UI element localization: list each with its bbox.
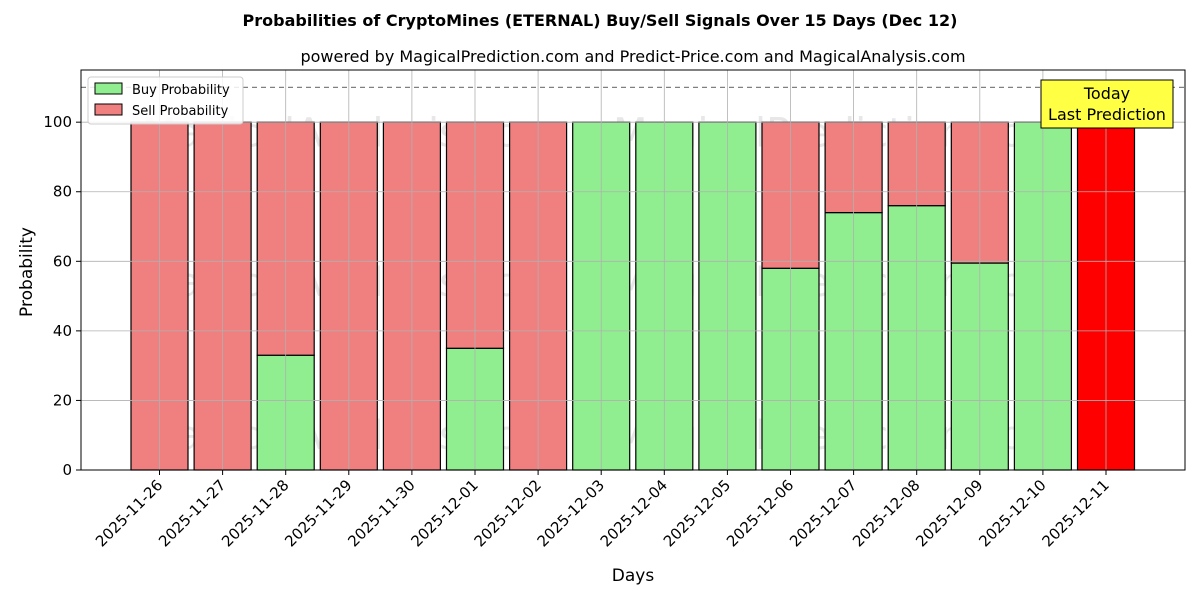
legend-label-sell: Sell Probability <box>132 104 229 119</box>
chart-subtitle: powered by MagicalPrediction.com and Pre… <box>300 47 965 66</box>
legend-label-buy: Buy Probability <box>132 83 230 98</box>
chart-title: Probabilities of CryptoMines (ETERNAL) B… <box>243 11 958 30</box>
y-axis-label: Probability <box>17 227 37 317</box>
y-tick-label-20: 20 <box>53 391 72 409</box>
x-axis-label: Days <box>612 566 655 586</box>
y-tick-label-80: 80 <box>53 183 72 201</box>
y-tick-label-40: 40 <box>53 322 72 340</box>
x-tick-label-2025-11-30: 2025-11-30 <box>344 476 418 550</box>
x-tick-label-2025-12-11: 2025-12-11 <box>1038 476 1112 550</box>
x-tick-label-2025-12-05: 2025-12-05 <box>660 476 734 550</box>
x-tick-label-2025-12-03: 2025-12-03 <box>534 476 608 550</box>
x-tick-label-2025-12-02: 2025-12-02 <box>471 476 545 550</box>
annotation-line1: Today <box>1083 84 1130 103</box>
legend-box <box>87 76 244 125</box>
x-tick-label-2025-11-29: 2025-11-29 <box>281 476 355 550</box>
legend-swatch-buy <box>94 82 123 95</box>
legend-swatch-sell <box>94 103 123 116</box>
x-tick-label-2025-12-06: 2025-12-06 <box>723 476 797 550</box>
annotation-line2: Last Prediction <box>1048 105 1166 124</box>
y-tick-label-100: 100 <box>43 113 72 131</box>
x-tick-label-2025-12-08: 2025-12-08 <box>849 476 923 550</box>
x-tick-label-2025-12-09: 2025-12-09 <box>912 476 986 550</box>
x-tick-label-2025-12-07: 2025-12-07 <box>786 476 860 550</box>
y-tick-label-0: 0 <box>62 461 72 479</box>
annotation-box <box>1040 79 1174 129</box>
x-tick-label-2025-12-04: 2025-12-04 <box>597 476 671 550</box>
x-tick-label-2025-11-27: 2025-11-27 <box>155 476 229 550</box>
x-tick-label-2025-12-10: 2025-12-10 <box>975 476 1049 550</box>
y-tick-label-60: 60 <box>53 252 72 270</box>
plot-frame <box>80 69 1186 471</box>
x-tick-label-2025-11-26: 2025-11-26 <box>92 476 166 550</box>
x-tick-label-2025-11-28: 2025-11-28 <box>218 476 292 550</box>
x-tick-label-2025-12-01: 2025-12-01 <box>407 476 481 550</box>
